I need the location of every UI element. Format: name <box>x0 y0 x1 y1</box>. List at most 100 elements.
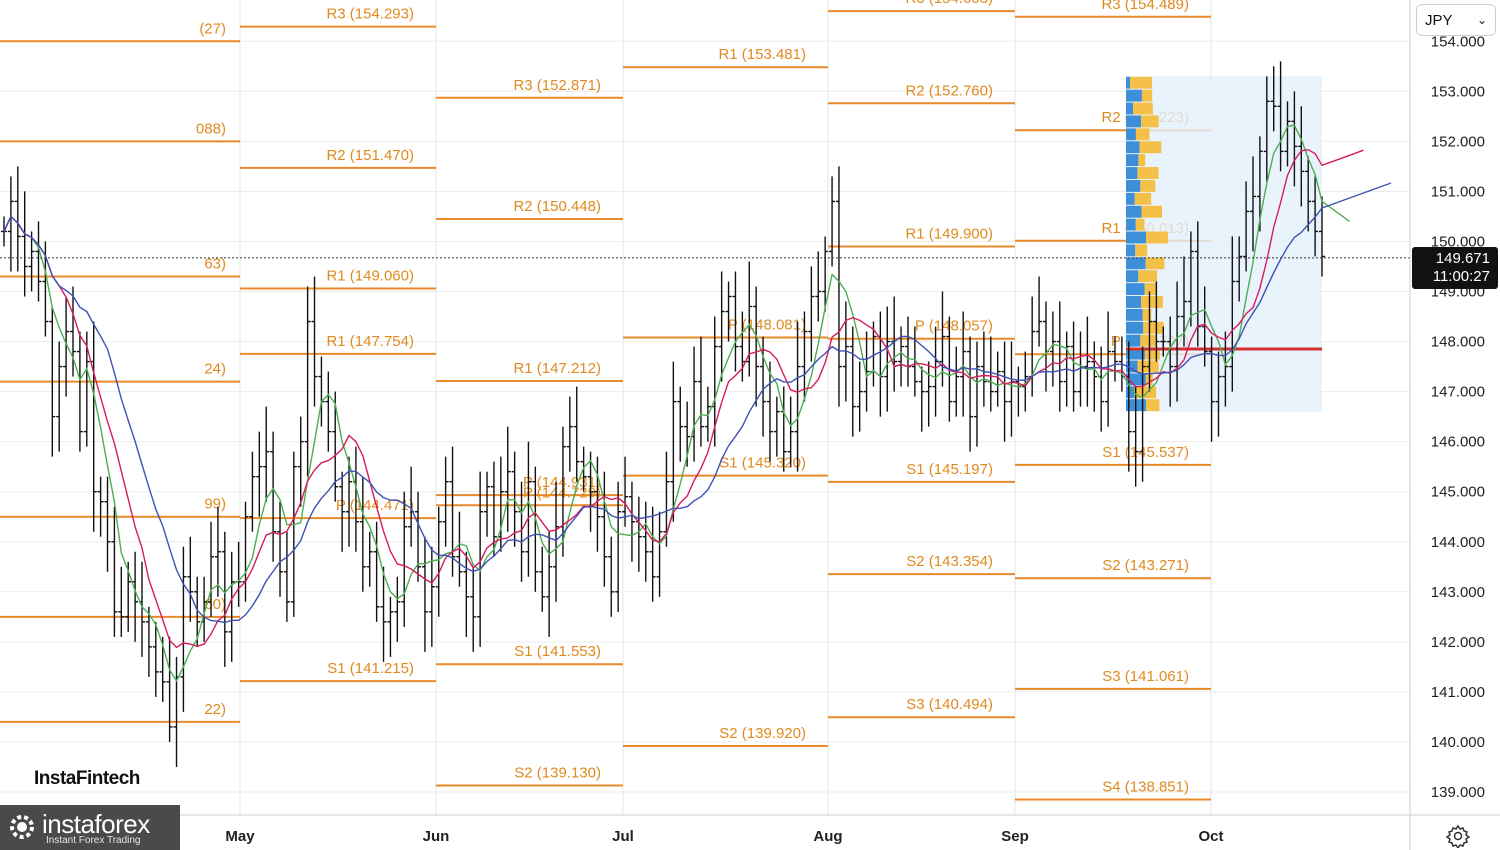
price-tick-label: 146.000 <box>1431 434 1485 451</box>
brand-tagline: Instant Forex Trading <box>46 835 141 846</box>
volume-bar-buy <box>1126 218 1136 231</box>
pivot-label: R2 (151.470) <box>326 147 414 164</box>
pivot-label: R3 (154.603) <box>905 0 993 7</box>
volume-bar-buy <box>1126 115 1142 128</box>
pivot-label: R3 (152.871) <box>513 77 601 94</box>
volume-bar-buy <box>1126 296 1142 308</box>
month-label: Jun <box>423 828 450 845</box>
pivot-label: 99) <box>204 496 226 513</box>
bar-countdown: 11:00:27 <box>1432 268 1490 285</box>
symbol-dropdown[interactable]: JPY ⌄ <box>1416 4 1496 36</box>
volume-bar-sell <box>1140 334 1157 347</box>
price-tick-label: 140.000 <box>1431 734 1485 751</box>
pivot-label: S2 (143.354) <box>906 553 993 570</box>
volume-bar-buy <box>1126 179 1141 192</box>
pivot-label: (27) <box>199 20 226 37</box>
pivot-label: S1 (145.197) <box>906 461 993 478</box>
volume-bar-buy <box>1126 308 1143 321</box>
price-tick-label: 141.000 <box>1431 684 1485 701</box>
volume-bar-sell <box>1140 179 1156 192</box>
symbol-label: JPY <box>1425 11 1453 29</box>
pivot-label: S1 (141.215) <box>327 660 414 677</box>
month-label: May <box>225 828 255 845</box>
volume-bar-buy <box>1126 360 1138 373</box>
pivot-label: P (144.729) <box>523 484 601 501</box>
pivot-label: P (144.931) <box>523 474 601 491</box>
pivot-label: R2 (150.448) <box>513 198 601 215</box>
pivot-label: S2 (139.920) <box>719 725 806 742</box>
volume-bar-buy <box>1126 334 1141 347</box>
pivot-label: S2 (139.130) <box>514 764 601 781</box>
volume-bar-buy <box>1126 141 1140 154</box>
volume-bar-sell <box>1138 154 1146 167</box>
month-label: Aug <box>813 828 842 845</box>
volume-bar-sell <box>1133 102 1153 115</box>
volume-bar-buy <box>1126 192 1135 205</box>
volume-bar-sell <box>1143 321 1164 334</box>
volume-bar-sell <box>1139 141 1162 154</box>
volume-bar-buy <box>1126 373 1146 386</box>
volume-bar-buy <box>1126 231 1146 244</box>
pivot-label: R3 (154.293) <box>326 6 414 23</box>
pivot-label: 60) <box>204 596 226 613</box>
volume-bar-buy <box>1126 347 1145 360</box>
chevron-down-icon: ⌄ <box>1476 13 1487 27</box>
pivot-label: S1 (145.320) <box>719 455 806 472</box>
price-tick-label: 153.000 <box>1431 83 1485 100</box>
month-label: Sep <box>1001 828 1029 845</box>
price-tick-label: 145.000 <box>1431 484 1485 501</box>
volume-bar-sell <box>1141 296 1163 308</box>
volume-bar-sell <box>1145 399 1160 412</box>
volume-bar-sell <box>1135 128 1150 141</box>
pivot-label: R1 (147.212) <box>513 360 601 377</box>
pivot-label: 63) <box>204 255 226 272</box>
volume-bar-sell <box>1135 244 1148 257</box>
volume-bar-sell <box>1138 270 1158 283</box>
volume-bar-sell <box>1134 386 1157 399</box>
volume-bar-sell <box>1141 205 1163 218</box>
volume-bar-sell <box>1144 347 1160 360</box>
price-tick-label: 143.000 <box>1431 584 1485 601</box>
volume-bar-sell <box>1142 308 1152 321</box>
volume-bar-buy <box>1126 257 1146 270</box>
ma-fast-green <box>3 124 1351 683</box>
volume-bar-buy <box>1126 270 1139 283</box>
volume-bar-buy <box>1126 102 1134 115</box>
volume-bar-buy <box>1126 205 1142 218</box>
pivot-label: S3 (141.061) <box>1102 668 1189 685</box>
volume-bar-buy <box>1126 321 1144 334</box>
pivot-label: S1 (141.553) <box>514 643 601 660</box>
volume-bar-sell <box>1145 231 1168 244</box>
current-price-tag: 149.671 11:00:27 <box>1412 247 1498 289</box>
volume-bar-sell <box>1130 76 1152 89</box>
month-label: Oct <box>1198 828 1223 845</box>
pivot-label: 24) <box>204 361 226 378</box>
ma-mid-red <box>3 148 1364 649</box>
volume-bar-buy <box>1126 76 1130 89</box>
volume-bar-buy <box>1126 386 1135 399</box>
pivot-label: R1 (153.481) <box>718 46 806 63</box>
volume-bar-buy <box>1126 244 1136 257</box>
price-tick-label: 154.000 <box>1431 33 1485 50</box>
volume-bar-sell <box>1141 89 1153 102</box>
settings-gear-icon[interactable] <box>1446 824 1470 848</box>
pivot-label: 22) <box>204 701 226 718</box>
price-tick-label: 147.000 <box>1431 384 1485 401</box>
brand-name: instaforex <box>42 809 150 839</box>
price-tick-label: 150.000 <box>1431 233 1485 250</box>
pivot-label: S4 (138.851) <box>1102 778 1189 795</box>
price-tick-label: 139.000 <box>1431 784 1485 801</box>
pivot-label: S2 (143.271) <box>1102 557 1189 574</box>
volume-bar-sell <box>1137 167 1159 179</box>
gear-logo-icon <box>10 815 34 839</box>
pivot-label: S3 (140.494) <box>906 696 993 713</box>
pivot-label: S1 (145.537) <box>1102 444 1189 461</box>
month-label: Jul <box>612 828 634 845</box>
volume-bar-sell <box>1145 257 1165 270</box>
pivot-label: 088) <box>196 120 226 137</box>
volume-bar-sell <box>1135 218 1145 231</box>
price-tick-label: 152.000 <box>1431 133 1485 150</box>
instafintech-watermark: InstaFintech <box>34 768 140 789</box>
volume-bar-sell <box>1134 192 1152 205</box>
